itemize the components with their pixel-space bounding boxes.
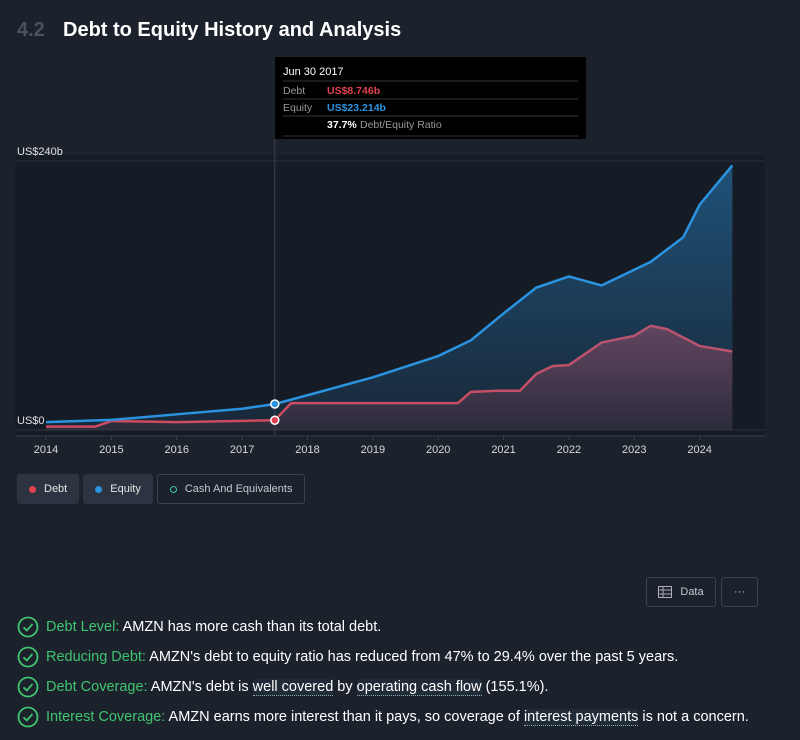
tooltip-ratio: 37.7% bbox=[327, 119, 357, 131]
tooltip-value: US$23.214b bbox=[327, 102, 386, 114]
check-item: Interest Coverage: AMZN earns more inter… bbox=[17, 702, 797, 732]
check-item: Debt Coverage: AMZN's debt is well cover… bbox=[17, 672, 797, 702]
check-text: is not a concern. bbox=[638, 709, 749, 725]
legend-swatch bbox=[29, 485, 36, 493]
check-item: Debt Level: AMZN has more cash than its … bbox=[17, 612, 797, 642]
x-tick-label: 2024 bbox=[687, 444, 711, 456]
check-link[interactable]: operating cash flow bbox=[356, 678, 482, 696]
check-icon bbox=[17, 646, 39, 668]
x-tick-label: 2021 bbox=[491, 444, 515, 456]
tooltip-value: US$8.746b bbox=[327, 85, 380, 97]
x-tick-label: 2019 bbox=[361, 444, 385, 456]
chart-title: Debt to Equity History and Analysis bbox=[63, 19, 401, 41]
check-text: AMZN has more cash than its total debt. bbox=[119, 619, 382, 635]
x-tick-label: 2014 bbox=[34, 444, 58, 456]
data-button-label: Data bbox=[680, 586, 704, 598]
x-tick-label: 2018 bbox=[295, 444, 319, 456]
check-label: Debt Level: bbox=[46, 619, 120, 635]
tooltip-name: Debt bbox=[283, 85, 305, 97]
hover-point bbox=[270, 399, 280, 409]
check-label: Reducing Debt: bbox=[46, 649, 146, 665]
tooltip: Jun 30 2017 Debt US$8.746b Equity US$23.214b… bbox=[275, 57, 586, 139]
x-tick-label: 2020 bbox=[426, 444, 450, 456]
legend-swatch bbox=[95, 485, 103, 493]
check-link[interactable]: interest payments bbox=[523, 708, 639, 726]
y-tick-label: US$240b bbox=[17, 146, 63, 158]
check-label: Debt Coverage: bbox=[46, 679, 148, 695]
x-tick-label: 2016 bbox=[165, 444, 189, 456]
chart: 4.2 Debt to Equity History and Analysis … bbox=[15, 19, 765, 456]
series-line bbox=[45, 164, 734, 424]
hover-point bbox=[270, 415, 280, 425]
x-tick-label: 2022 bbox=[557, 444, 581, 456]
check-item: Reducing Debt: AMZN's debt to equity rat… bbox=[17, 642, 797, 672]
tooltip-name: Equity bbox=[283, 102, 313, 114]
check-link[interactable]: well covered bbox=[252, 678, 334, 696]
check-label: Interest Coverage: bbox=[46, 709, 166, 725]
more-button-label: ··· bbox=[734, 586, 745, 598]
checklist: Debt Level: AMZN has more cash than its … bbox=[17, 612, 797, 732]
legend: Debt Equity Cash And Equivalents bbox=[17, 474, 306, 504]
check-text: AMZN's debt to equity ratio has reduced … bbox=[145, 649, 679, 665]
table-icon bbox=[658, 586, 673, 598]
check-text: by bbox=[333, 679, 357, 695]
x-tick-label: 2023 bbox=[622, 444, 646, 456]
legend-label: Debt bbox=[44, 483, 68, 495]
tooltip-ratio-label: Debt/Equity Ratio bbox=[360, 119, 442, 131]
legend-item[interactable]: Debt bbox=[17, 474, 80, 504]
series-area bbox=[46, 165, 733, 430]
tooltip-date: Jun 30 2017 bbox=[283, 66, 344, 78]
legend-label: Equity bbox=[110, 483, 141, 495]
check-text: (155.1%). bbox=[481, 679, 549, 695]
check-text: AMZN earns more interest than it pays, s… bbox=[165, 709, 524, 725]
data-button[interactable]: Data bbox=[646, 577, 716, 607]
section-number: 4.2 bbox=[17, 19, 45, 41]
more-button[interactable]: ··· bbox=[721, 577, 758, 607]
legend-item[interactable]: Equity bbox=[83, 474, 153, 504]
check-text: AMZN's debt is bbox=[147, 679, 253, 695]
legend-item[interactable]: Cash And Equivalents bbox=[156, 474, 306, 504]
check-icon bbox=[17, 706, 39, 728]
check-icon bbox=[17, 676, 39, 698]
check-icon bbox=[17, 616, 39, 638]
tooltip-box bbox=[275, 57, 586, 139]
x-tick-label: 2015 bbox=[99, 444, 123, 456]
x-tick-label: 2017 bbox=[230, 444, 254, 456]
y-tick-label: US$0 bbox=[17, 415, 45, 427]
legend-label: Cash And Equivalents bbox=[184, 483, 293, 495]
legend-swatch bbox=[169, 485, 177, 493]
